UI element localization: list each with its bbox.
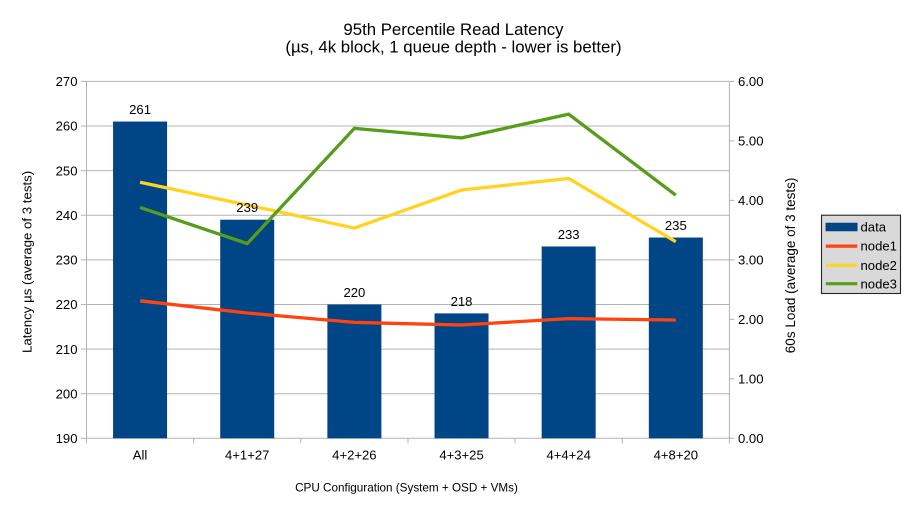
- svg-text:5.00: 5.00: [738, 134, 763, 149]
- svg-text:4+4+24: 4+4+24: [546, 448, 590, 463]
- svg-text:Latency µs (average of 3 tests: Latency µs (average of 3 tests): [19, 171, 34, 353]
- svg-text:0.00: 0.00: [738, 431, 763, 446]
- svg-text:240: 240: [56, 208, 78, 223]
- svg-text:60s Load (average of 3 tests): 60s Load (average of 3 tests): [783, 178, 798, 354]
- svg-text:261: 261: [129, 102, 151, 117]
- svg-text:4.00: 4.00: [738, 193, 763, 208]
- svg-text:node2: node2: [861, 258, 897, 273]
- svg-text:2.00: 2.00: [738, 312, 763, 327]
- svg-text:1.00: 1.00: [738, 372, 763, 387]
- svg-text:235: 235: [665, 218, 687, 233]
- svg-text:220: 220: [56, 297, 78, 312]
- svg-text:218: 218: [451, 294, 473, 309]
- svg-text:250: 250: [56, 163, 78, 178]
- svg-text:node3: node3: [861, 276, 897, 291]
- svg-text:data: data: [861, 220, 887, 235]
- svg-text:210: 210: [56, 342, 78, 357]
- svg-text:200: 200: [56, 386, 78, 401]
- svg-text:4+1+27: 4+1+27: [225, 448, 269, 463]
- svg-text:230: 230: [56, 253, 78, 268]
- svg-text:6.00: 6.00: [738, 74, 763, 89]
- svg-text:220: 220: [343, 285, 365, 300]
- svg-text:All: All: [133, 448, 148, 463]
- svg-text:270: 270: [56, 74, 78, 89]
- svg-text:239: 239: [236, 200, 258, 215]
- svg-text:node1: node1: [861, 239, 897, 254]
- svg-text:4+8+20: 4+8+20: [654, 448, 698, 463]
- svg-text:3.00: 3.00: [738, 253, 763, 268]
- svg-text:4+3+25: 4+3+25: [439, 448, 483, 463]
- svg-text:4+2+26: 4+2+26: [332, 448, 376, 463]
- svg-text:260: 260: [56, 119, 78, 134]
- svg-text:95th Percentile Read Latency: 95th Percentile Read Latency: [343, 20, 564, 39]
- svg-text:CPU Configuration (System + OS: CPU Configuration (System + OSD + VMs): [295, 482, 518, 495]
- svg-text:233: 233: [558, 227, 580, 242]
- svg-text:190: 190: [56, 431, 78, 446]
- svg-text:(µs, 4k block, 1 queue depth -: (µs, 4k block, 1 queue depth - lower is …: [285, 38, 621, 57]
